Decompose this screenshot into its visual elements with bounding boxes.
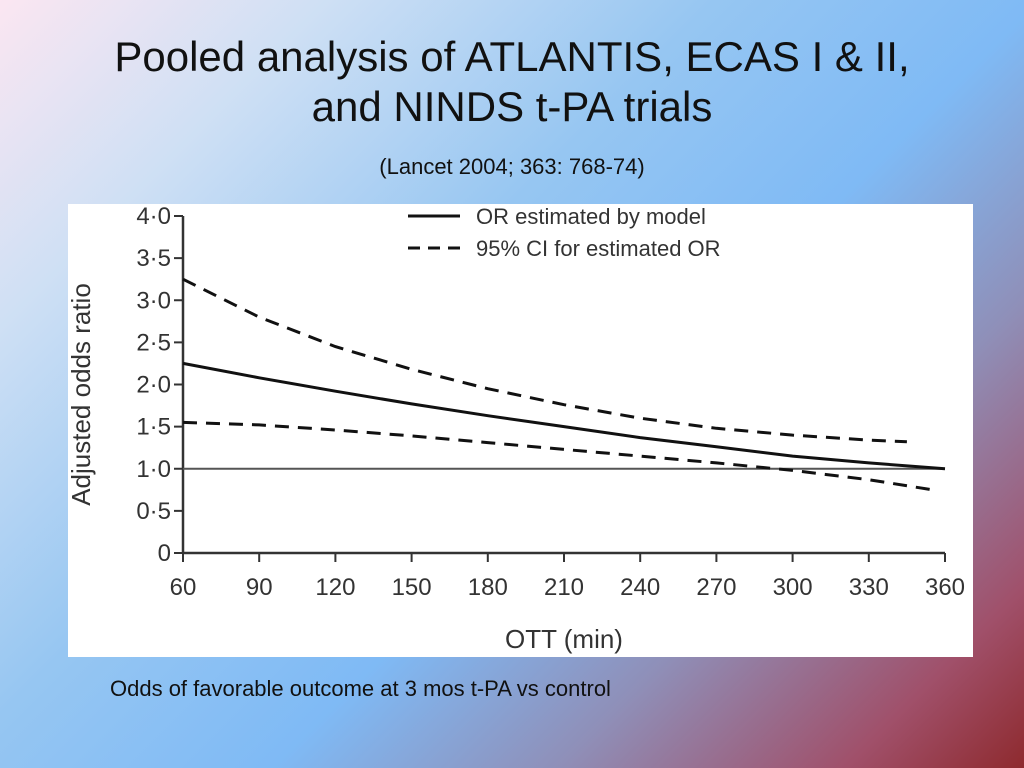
chart-caption: Odds of favorable outcome at 3 mos t-PA … bbox=[110, 676, 611, 701]
x-tick-label: 270 bbox=[696, 574, 736, 601]
slide-title-line2: and NINDS t-PA trials bbox=[311, 83, 713, 130]
y-tick-label: 2·0 bbox=[136, 372, 171, 399]
slide-subtitle: (Lancet 2004; 363: 768-74) bbox=[379, 154, 645, 179]
y-tick-label: 1·0 bbox=[136, 456, 171, 483]
legend-label: OR estimated by model bbox=[476, 204, 706, 229]
x-tick-label: 210 bbox=[544, 574, 584, 601]
slide-title: Pooled analysis of ATLANTIS, ECAS I & II… bbox=[40, 32, 984, 132]
y-tick-label: 0·5 bbox=[136, 498, 171, 525]
chart-axes: 60 90 120 150 180 210 240 270 300 330 360 0 0·5 1·0 1·… bbox=[68, 204, 965, 654]
x-tick-label: 120 bbox=[315, 574, 355, 601]
x-tick-label: 360 bbox=[925, 574, 965, 601]
x-tick-label: 90 bbox=[246, 574, 273, 601]
y-axis-title: Adjusted odds ratio bbox=[68, 283, 96, 506]
x-tick-label: 150 bbox=[392, 574, 432, 601]
y-tick-label: 2·5 bbox=[136, 329, 171, 356]
ci-bound-line-2 bbox=[182, 420, 933, 492]
y-tick-label: 3·5 bbox=[136, 245, 171, 272]
x-tick-label: 240 bbox=[620, 574, 660, 601]
slide-title-line1: Pooled analysis of ATLANTIS, ECAS I & II… bbox=[114, 33, 910, 80]
chart-series bbox=[182, 277, 946, 492]
chart-panel: 60 90 120 150 180 210 240 270 300 330 360 0 0·5 1·0 1·… bbox=[68, 204, 973, 657]
x-tick-label: 330 bbox=[849, 574, 889, 601]
y-tick-label: 4·0 bbox=[136, 204, 171, 230]
y-tick-label: 3·0 bbox=[136, 287, 171, 314]
x-tick-label: 180 bbox=[468, 574, 508, 601]
x-tick-label: 300 bbox=[773, 574, 813, 601]
ci-bound-line-1 bbox=[182, 277, 907, 444]
or-model-line bbox=[182, 361, 946, 471]
chart-legend: OR estimated by model 95% CI for estimate… bbox=[408, 204, 721, 261]
odds-ratio-chart: 60 90 120 150 180 210 240 270 300 330 360 0 0·5 1·0 1·… bbox=[68, 204, 965, 654]
x-axis-title: OTT (min) bbox=[505, 624, 623, 654]
y-tick-label: 0 bbox=[158, 540, 171, 567]
x-tick-label: 60 bbox=[170, 574, 197, 601]
y-tick-label: 1·5 bbox=[136, 414, 171, 441]
legend-label: 95% CI for estimated OR bbox=[476, 236, 721, 261]
